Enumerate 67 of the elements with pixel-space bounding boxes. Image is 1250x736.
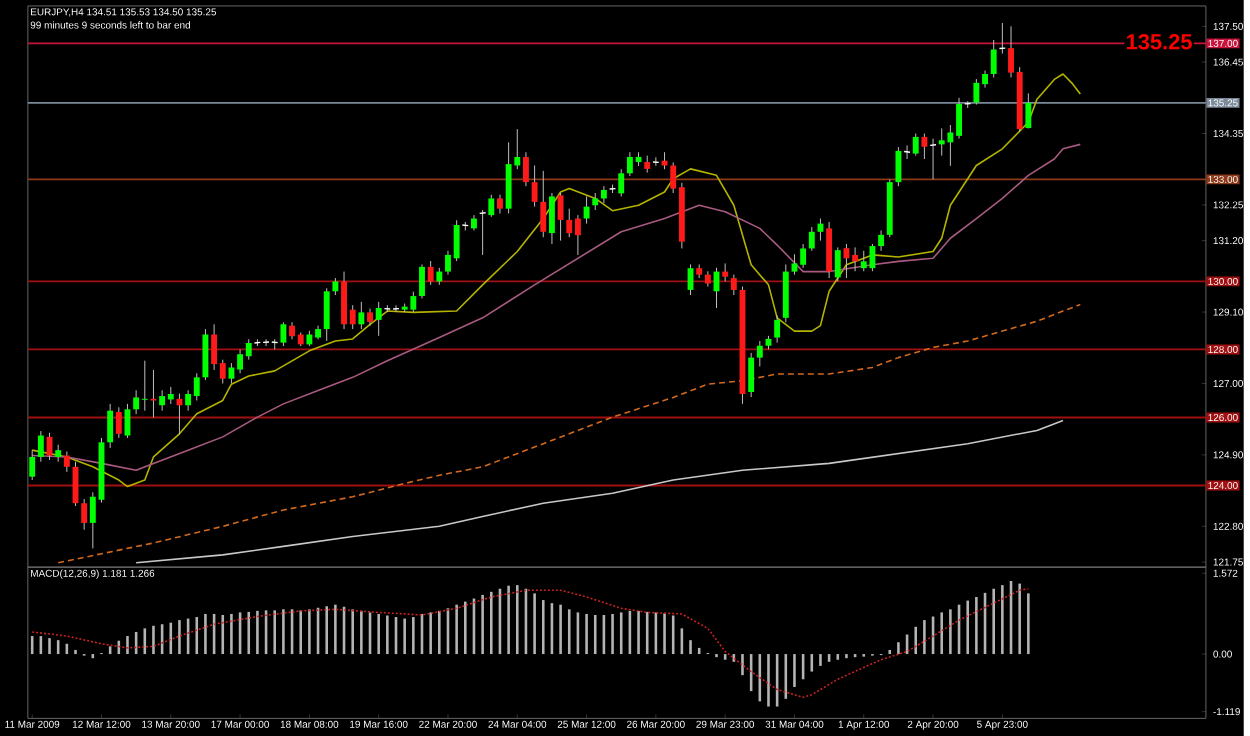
candlestick — [531, 164, 538, 207]
candlestick — [921, 132, 928, 160]
candlestick — [37, 430, 44, 463]
candlestick — [600, 185, 607, 204]
candlestick — [522, 151, 529, 187]
candlestick — [557, 192, 564, 242]
candlestick — [392, 304, 400, 313]
candlestick — [419, 263, 425, 299]
candlestick — [228, 362, 235, 384]
candlestick — [800, 243, 807, 269]
candlestick — [878, 229, 885, 252]
candlestick — [826, 221, 833, 279]
candlestick — [375, 301, 382, 337]
candlestick — [774, 314, 781, 344]
candlestick — [583, 195, 590, 225]
candlestick — [756, 340, 763, 367]
candlestick — [262, 338, 270, 347]
candlestick — [843, 243, 850, 279]
candlestick — [141, 360, 148, 412]
candlestick — [860, 250, 867, 272]
candlestick — [912, 132, 919, 156]
candlestick — [618, 168, 625, 197]
candlestick — [323, 287, 330, 342]
candlestick — [107, 403, 114, 449]
candlestick — [478, 209, 487, 256]
candlestick — [63, 450, 70, 473]
candlestick — [973, 78, 980, 105]
candlestick — [748, 352, 755, 398]
candlestick — [652, 156, 660, 167]
candlestick — [358, 301, 365, 330]
candlestick — [202, 328, 209, 381]
candlestick — [193, 372, 200, 401]
candlestick — [869, 243, 876, 272]
candlestick — [280, 321, 287, 347]
candlestick — [929, 137, 937, 180]
candlestick — [271, 338, 279, 350]
candlestick — [574, 214, 581, 256]
candlestick — [497, 194, 503, 214]
candlestick — [791, 253, 798, 276]
candlestick — [722, 262, 729, 282]
line-series — [31, 587, 1030, 698]
candlestick — [834, 246, 841, 282]
candlestick — [938, 127, 945, 156]
candlestick — [566, 208, 573, 238]
candlestick — [808, 226, 815, 252]
candlestick — [626, 151, 633, 177]
candlestick — [505, 141, 512, 214]
candlestick — [990, 39, 997, 78]
candlestick — [133, 389, 140, 415]
candlestick — [1025, 92, 1032, 129]
candlestick — [211, 323, 218, 371]
candlestick — [903, 144, 911, 160]
candlestick — [895, 146, 902, 187]
candlestick — [488, 194, 495, 218]
candlestick — [548, 192, 555, 245]
candlestick — [410, 291, 417, 313]
candlestick — [29, 449, 36, 481]
candlestick — [159, 389, 166, 412]
candlestick — [782, 263, 789, 323]
annotation: 135.25 — [1126, 33, 1192, 50]
candlestick — [540, 170, 547, 238]
candlestick — [427, 260, 434, 286]
line-series — [57, 303, 1082, 564]
line-series — [31, 73, 1082, 488]
candlestick — [115, 406, 122, 439]
candlestick — [81, 498, 88, 531]
candlestick — [730, 274, 737, 296]
